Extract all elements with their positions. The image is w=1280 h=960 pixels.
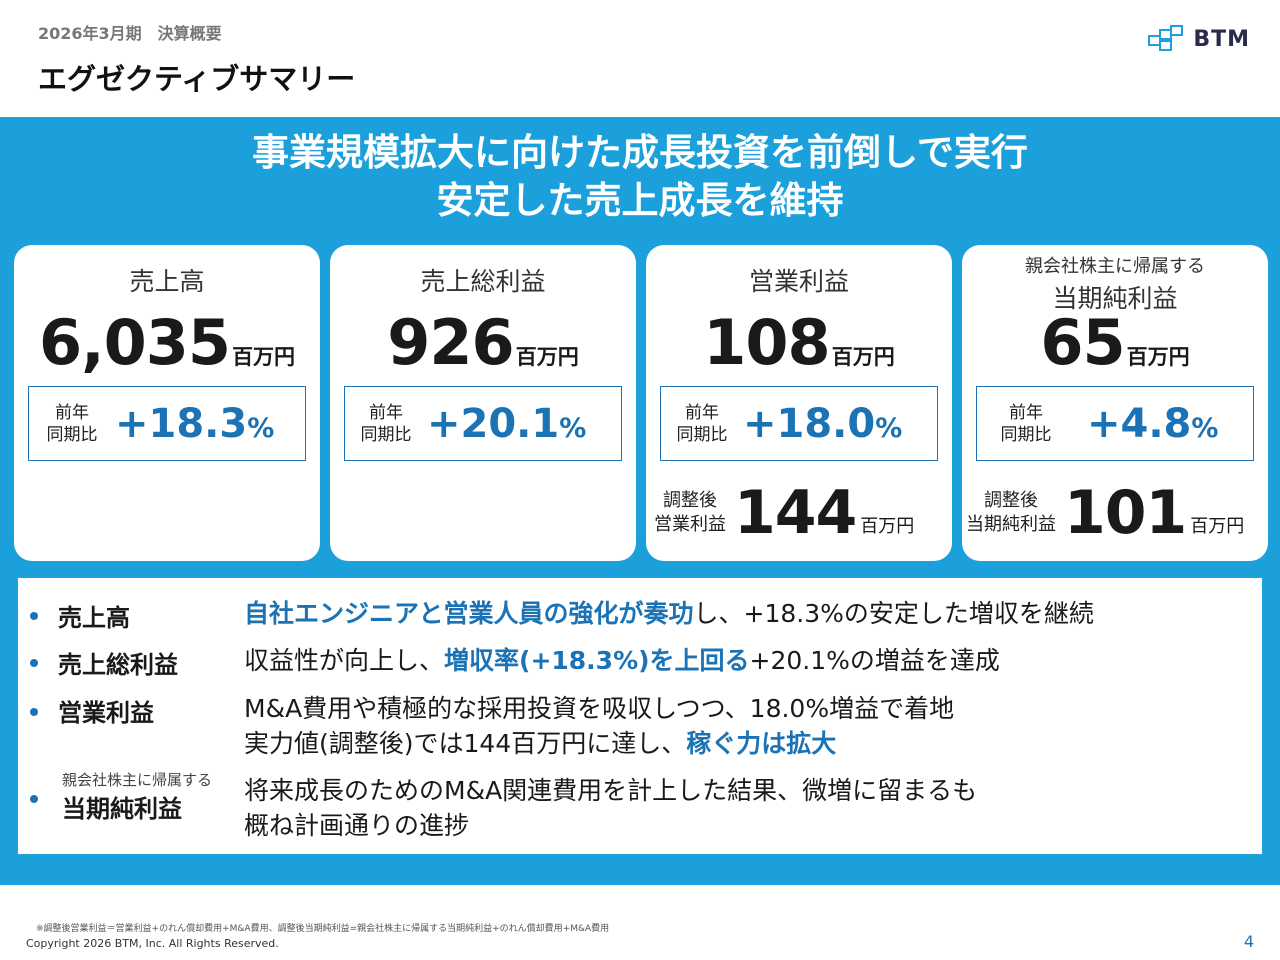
yoy-box: 前年 同期比 +4.8 %	[976, 386, 1254, 461]
yoy-label-line2: 同期比	[1000, 424, 1052, 445]
page-title: エグゼクティブサマリー	[38, 62, 356, 96]
bullet-text-line1: M&A費用や積極的な採用投資を吸収しつつ、18.0%増益で着地	[244, 694, 955, 723]
card-value-unit: 百万円	[515, 345, 579, 369]
yoy-label-line1: 前年	[369, 402, 403, 423]
bullet-text: M&A費用や積極的な採用投資を吸収しつつ、18.0%増益で着地 実力値(調整後)…	[244, 691, 954, 761]
bullet-heading: 売上総利益	[58, 651, 178, 679]
headline-line-2: 安定した売上成長を維持	[436, 179, 844, 222]
yoy-label-line2: 同期比	[676, 424, 728, 445]
card-value: 65 百万円	[962, 306, 1268, 379]
card-label: 当期純利益	[1052, 284, 1178, 313]
adjusted-metric: 調整後 当期純利益 101 百万円	[966, 478, 1244, 548]
headline: 事業規模拡大に向けた成長投資を前倒しで実行 安定した売上成長を維持	[0, 129, 1280, 225]
logo-text: BTM	[1193, 26, 1250, 52]
logo-mark-icon	[1148, 25, 1184, 51]
yoy-value: +18.0	[743, 400, 876, 447]
yoy-label: 前年 同期比	[661, 402, 743, 446]
bullet-highlight: 稼ぐ力は拡大	[686, 729, 837, 758]
card-value-number: 108	[703, 306, 830, 379]
card-value-unit: 百万円	[1126, 345, 1190, 369]
bullet-dot	[30, 612, 38, 620]
bullet-heading: 売上高	[58, 604, 130, 632]
yoy-label: 前年 同期比	[29, 402, 115, 446]
bullet-dot	[30, 659, 38, 667]
yoy-unit: %	[559, 413, 587, 444]
adjusted-label: 調整後 営業利益	[654, 489, 726, 537]
yoy-label-line2: 同期比	[46, 424, 98, 445]
yoy-box: 前年 同期比 +18.0 %	[660, 386, 938, 461]
yoy-box: 前年 同期比 +20.1 %	[344, 386, 622, 461]
bullet-text-line1: 将来成長のためのM&A関連費用を計上した結果、微増に留まるも	[244, 776, 978, 805]
footnote: ※調整後営業利益＝営業利益+のれん償却費用+M&A費用、調整後当期純利益=親会社…	[36, 924, 610, 934]
card-value: 926 百万円	[330, 306, 636, 379]
copyright: Copyright 2026 BTM, Inc. All Rights Rese…	[26, 937, 279, 950]
bullet-text-pre: 実力値(調整後)では144百万円に達し、	[244, 729, 687, 758]
card-value: 6,035 百万円	[14, 306, 320, 379]
bullet-highlight: 自社エンジニアと営業人員の強化が奏功	[244, 599, 694, 628]
card-label: 売上総利益	[420, 267, 546, 296]
headline-line-1: 事業規模拡大に向けた成長投資を前倒しで実行	[252, 131, 1028, 174]
card-operating-profit	[646, 245, 952, 561]
yoy-label-line1: 前年	[55, 402, 89, 423]
yoy-value: +20.1	[427, 400, 560, 447]
bullet-highlight: 増収率(+18.3%)を上回る	[444, 646, 750, 675]
commentary-panel: 売上高 自社エンジニアと営業人員の強化が奏功し、+18.3%の安定した増収を継続…	[18, 578, 1262, 854]
card-value-number: 926	[387, 306, 514, 379]
yoy-label: 前年 同期比	[345, 402, 427, 446]
adjusted-label: 調整後 当期純利益	[966, 489, 1056, 537]
bullet-text-line2: 概ね計画通りの進捗	[244, 811, 470, 840]
card-value: 108 百万円	[646, 306, 952, 379]
adjusted-label-line2: 当期純利益	[966, 514, 1056, 535]
bullet-text-line2: 実力値(調整後)では144百万円に達し、稼ぐ力は拡大	[244, 726, 954, 761]
card-net-sales	[14, 245, 320, 561]
page-number: 4	[1243, 932, 1254, 951]
bullet-heading-small: 親会社株主に帰属する	[62, 771, 213, 789]
card-label: 営業利益	[748, 267, 849, 296]
yoy-unit: %	[875, 413, 903, 444]
card-gross-profit	[330, 245, 636, 561]
yoy-value: +18.3	[115, 400, 248, 447]
yoy-label-line1: 前年	[1009, 402, 1043, 423]
card-value-number: 6,035	[38, 306, 231, 379]
card-value-unit: 百万円	[831, 345, 895, 369]
yoy-value: +4.8	[1087, 400, 1192, 447]
yoy-label-line2: 同期比	[360, 424, 412, 445]
adjusted-label-line1: 調整後	[663, 490, 717, 511]
yoy-unit: %	[247, 413, 275, 444]
bullet-text-pre: 収益性が向上し、	[244, 646, 445, 675]
card-label: 売上高	[129, 267, 205, 296]
adjusted-unit: 百万円	[860, 516, 915, 537]
bullet-text-rest: +20.1%の増益を達成	[749, 646, 1000, 675]
adjusted-value: 144	[734, 478, 857, 548]
bullet-text: 将来成長のためのM&A関連費用を計上した結果、微増に留まるも 概ね計画通りの進捗	[244, 773, 977, 843]
adjusted-unit: 百万円	[1190, 516, 1245, 537]
yoy-box: 前年 同期比 +18.3 %	[28, 386, 306, 461]
company-logo: BTM	[1147, 24, 1250, 54]
adjusted-label-line1: 調整後	[984, 490, 1038, 511]
yoy-label: 前年 同期比	[977, 402, 1075, 446]
adjusted-label-line2: 営業利益	[654, 514, 726, 535]
adjusted-metric: 調整後 営業利益 144 百万円	[654, 478, 914, 548]
bullet-heading: 営業利益	[58, 699, 154, 727]
page-subtitle: 2026年3月期 決算概要	[38, 24, 222, 43]
bullet-heading: 当期純利益	[62, 795, 182, 823]
adjusted-value: 101	[1064, 478, 1187, 548]
bullet-dot	[30, 795, 38, 803]
bullet-dot	[30, 708, 38, 716]
bullet-text: 収益性が向上し、増収率(+18.3%)を上回る+20.1%の増益を達成	[244, 643, 1000, 678]
card-label-small: 親会社株主に帰属する	[1025, 256, 1205, 277]
card-value-unit: 百万円	[232, 345, 296, 369]
card-value-number: 65	[1040, 306, 1125, 379]
card-net-income	[962, 245, 1268, 561]
yoy-label-line1: 前年	[685, 402, 719, 423]
bullet-text-rest: し、+18.3%の安定した増収を継続	[693, 599, 1094, 628]
yoy-unit: %	[1191, 413, 1219, 444]
bullet-text: 自社エンジニアと営業人員の強化が奏功し、+18.3%の安定した増収を継続	[244, 596, 1094, 631]
